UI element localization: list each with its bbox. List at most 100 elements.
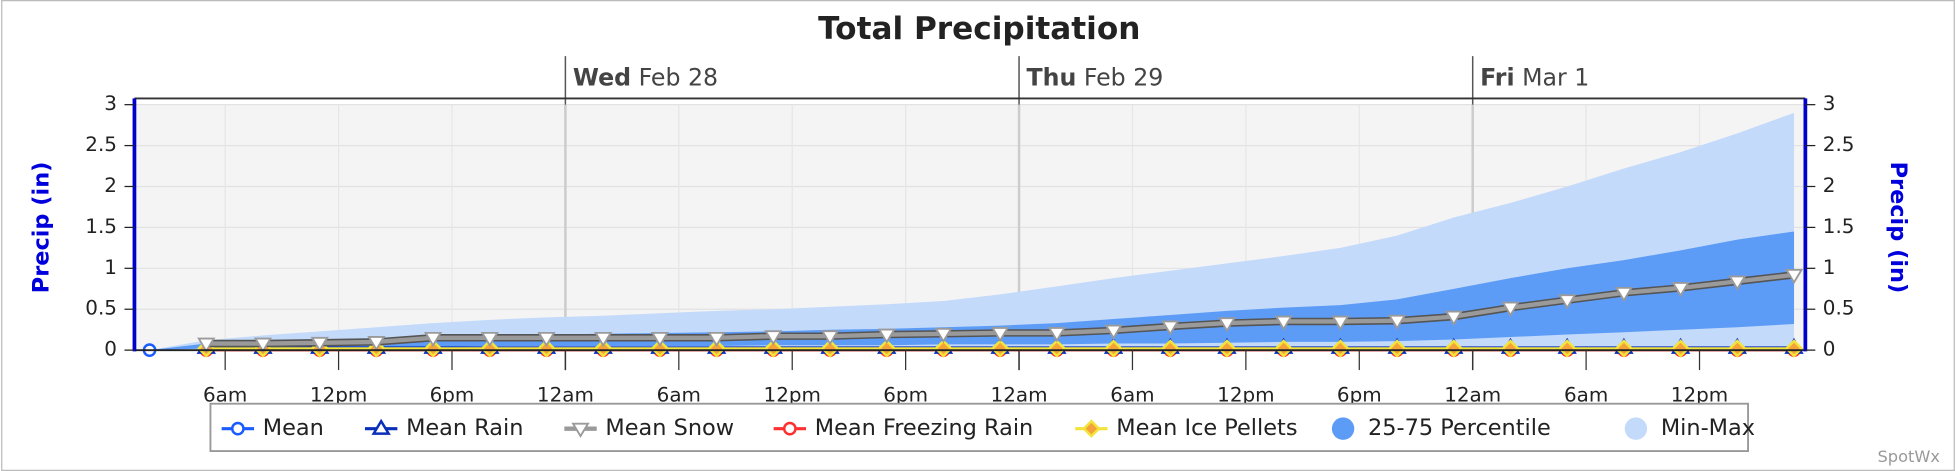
y-tick-label: 2.5 <box>85 133 117 156</box>
legend-marker <box>1082 419 1101 438</box>
legend-label: Mean Ice Pellets <box>1116 415 1297 441</box>
legend-swatch <box>1331 417 1355 440</box>
series-marker <box>1557 339 1577 358</box>
y-tick-label: 1 <box>104 256 117 279</box>
series-marker <box>1217 317 1237 333</box>
series-marker <box>877 339 896 358</box>
series-marker <box>423 339 443 358</box>
day-label: Fri Mar 1 <box>1480 63 1589 91</box>
y-tick-label: 2 <box>104 174 117 197</box>
x-tick-label: 12pm <box>764 384 821 407</box>
series-marker <box>934 327 953 344</box>
series-marker <box>877 328 896 344</box>
series-marker <box>1217 339 1237 358</box>
series-marker <box>1784 268 1804 285</box>
credit: SpotWx <box>1878 447 1941 466</box>
day-date: Feb 28 <box>639 63 719 91</box>
series-marker <box>1104 324 1123 340</box>
y2-tick-label: 2.5 <box>1823 133 1855 156</box>
series-marker <box>1614 286 1634 303</box>
series-marker <box>1614 339 1634 358</box>
series-marker <box>1784 339 1804 358</box>
series-marker <box>1104 339 1123 358</box>
series-marker <box>594 331 613 348</box>
x-tick-label: 6pm <box>1337 384 1382 407</box>
x-tick-label: 12pm <box>1671 384 1728 407</box>
series-marker <box>1671 339 1690 358</box>
legend-marker <box>231 421 245 436</box>
y-tick-label: 1.5 <box>85 215 117 238</box>
series-marker <box>1444 310 1463 326</box>
series-marker <box>1501 339 1520 358</box>
y-tick-label: 0.5 <box>85 297 117 320</box>
series-marker <box>707 331 726 348</box>
series-marker <box>593 339 613 358</box>
legend-label: Min-Max <box>1661 415 1755 441</box>
series-marker <box>423 331 443 348</box>
day-label: Wed Feb 28 <box>573 63 718 91</box>
series-marker <box>764 339 783 358</box>
x-tick-label: 6am <box>203 384 247 407</box>
series-marker <box>1501 301 1520 317</box>
series-marker <box>480 339 500 358</box>
day-date: Feb 29 <box>1084 63 1164 91</box>
y-tick-label: 3 <box>104 92 117 115</box>
series-marker <box>1331 339 1350 358</box>
series-marker <box>650 331 670 348</box>
series-marker <box>1387 314 1407 330</box>
legend-swatch <box>1624 417 1648 440</box>
series-marker <box>991 327 1010 343</box>
series-marker <box>1728 339 1747 358</box>
series-marker <box>1161 320 1180 336</box>
legend-label: Mean Freezing Rain <box>815 415 1033 441</box>
series-marker <box>310 336 329 353</box>
legend-box <box>209 402 1749 452</box>
legend-marker <box>571 422 590 438</box>
series-marker <box>764 330 783 346</box>
x-tick-label: 6am <box>1110 384 1154 407</box>
y2-tick-label: 2 <box>1823 174 1836 197</box>
series-marker <box>1331 315 1350 331</box>
series-marker <box>1161 339 1180 358</box>
series-marker <box>650 339 670 358</box>
day-weekday: Thu <box>1027 63 1077 91</box>
series-marker <box>820 330 840 346</box>
series-marker <box>1728 275 1747 291</box>
legend-label: 25-75 Percentile <box>1368 415 1551 441</box>
legend-marker <box>371 418 391 435</box>
y2-tick-label: 3 <box>1823 92 1836 115</box>
x-tick-label: 12pm <box>1217 384 1274 407</box>
series-marker <box>1047 339 1067 358</box>
series-marker <box>1387 339 1407 358</box>
series-marker <box>537 339 556 358</box>
x-tick-label: 6pm <box>883 384 928 407</box>
series-marker <box>707 339 726 358</box>
series-marker <box>1671 282 1690 298</box>
y2-tick-label: 0 <box>1823 338 1836 361</box>
series-marker <box>1047 327 1066 343</box>
series-marker <box>990 339 1010 358</box>
series-marker <box>253 337 273 353</box>
legend-label: Mean Rain <box>406 415 523 441</box>
chart-title: Total Precipitation <box>818 11 1140 47</box>
y2-tick-label: 0.5 <box>1823 297 1855 320</box>
legend-label: Mean Snow <box>605 415 734 441</box>
x-tick-label: 12am <box>537 384 594 407</box>
x-tick-label: 6am <box>657 384 701 407</box>
y2-tick-label: 1.5 <box>1823 215 1855 238</box>
series-marker <box>1274 339 1293 358</box>
y2-tick-label: 1 <box>1823 256 1836 279</box>
legend-marker <box>782 421 797 436</box>
x-tick-label: 6am <box>1564 384 1608 407</box>
series-marker <box>480 331 499 348</box>
series-marker <box>1274 315 1293 331</box>
day-date: Mar 1 <box>1522 63 1589 91</box>
x-tick-label: 12am <box>1444 384 1501 407</box>
legend-label: Mean <box>263 415 324 441</box>
band-area <box>149 112 1795 351</box>
series-marker <box>537 331 556 348</box>
x-tick-label: 12am <box>991 384 1048 407</box>
y-axis-label: Precip (in) <box>29 162 55 294</box>
series-marker <box>1444 339 1464 358</box>
